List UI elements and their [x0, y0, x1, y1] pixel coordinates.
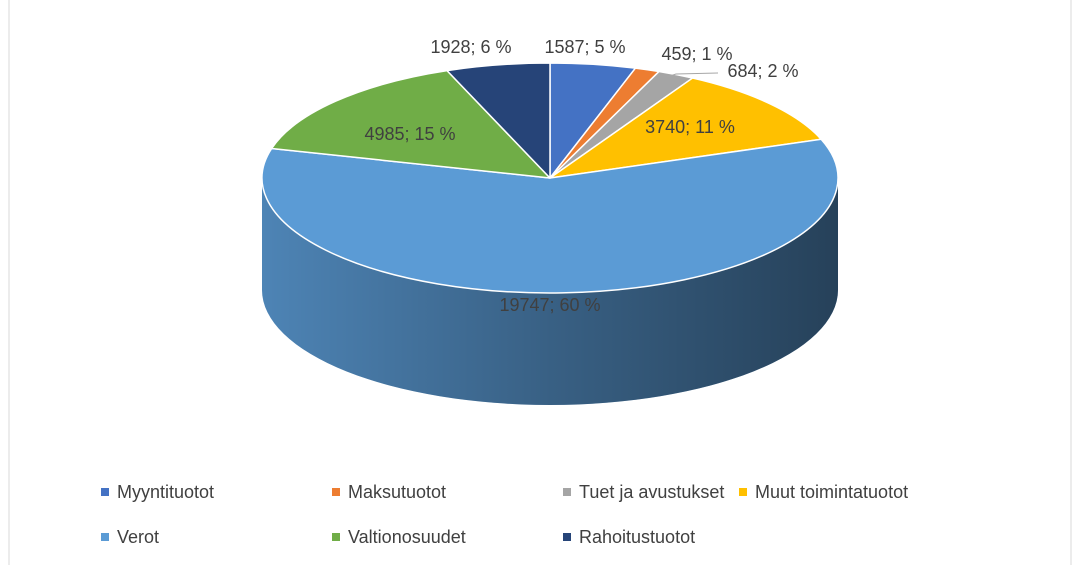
data-label: 459; 1 % — [661, 44, 732, 64]
legend-marker — [101, 533, 109, 541]
legend-marker — [332, 533, 340, 541]
data-label: 4985; 15 % — [364, 124, 455, 144]
legend-marker — [563, 488, 571, 496]
legend-label: Maksutuotot — [348, 482, 446, 502]
legend-label: Rahoitustuotot — [579, 527, 695, 547]
data-label: 684; 2 % — [727, 61, 798, 81]
chart-border — [8, 0, 1072, 565]
legend: Myyntituotot Maksutuotot Tuet ja avustukse… — [101, 482, 908, 547]
legend-label: Verot — [117, 527, 159, 547]
data-label: 19747; 60 % — [499, 295, 600, 315]
pie-tops — [261, 62, 839, 294]
pie-slice — [261, 138, 839, 294]
data-label: 1587; 5 % — [544, 37, 625, 57]
pie-side-shade — [262, 178, 838, 405]
legend-marker — [101, 488, 109, 496]
pie-slice — [549, 77, 822, 179]
legend-marker — [332, 488, 340, 496]
data-label: 3740; 11 % — [645, 117, 735, 137]
pie-sides — [262, 178, 838, 405]
leader-line — [666, 72, 719, 78]
legend-label: Valtionosuudet — [348, 527, 466, 547]
legend-marker — [739, 488, 747, 496]
data-labels: 1587; 5 % 459; 1 %684; 2 % 3740; 11 % 19747… — [364, 37, 798, 315]
pie-slice — [270, 69, 551, 179]
legend-label: Muut toimintatuotot — [755, 482, 908, 502]
legend-label: Myyntituotot — [117, 482, 214, 502]
legend-marker — [563, 533, 571, 541]
data-label: 1928; 6 % — [430, 37, 511, 57]
pie-slice — [446, 62, 551, 179]
legend-label: Tuet ja avustukset — [579, 482, 724, 502]
